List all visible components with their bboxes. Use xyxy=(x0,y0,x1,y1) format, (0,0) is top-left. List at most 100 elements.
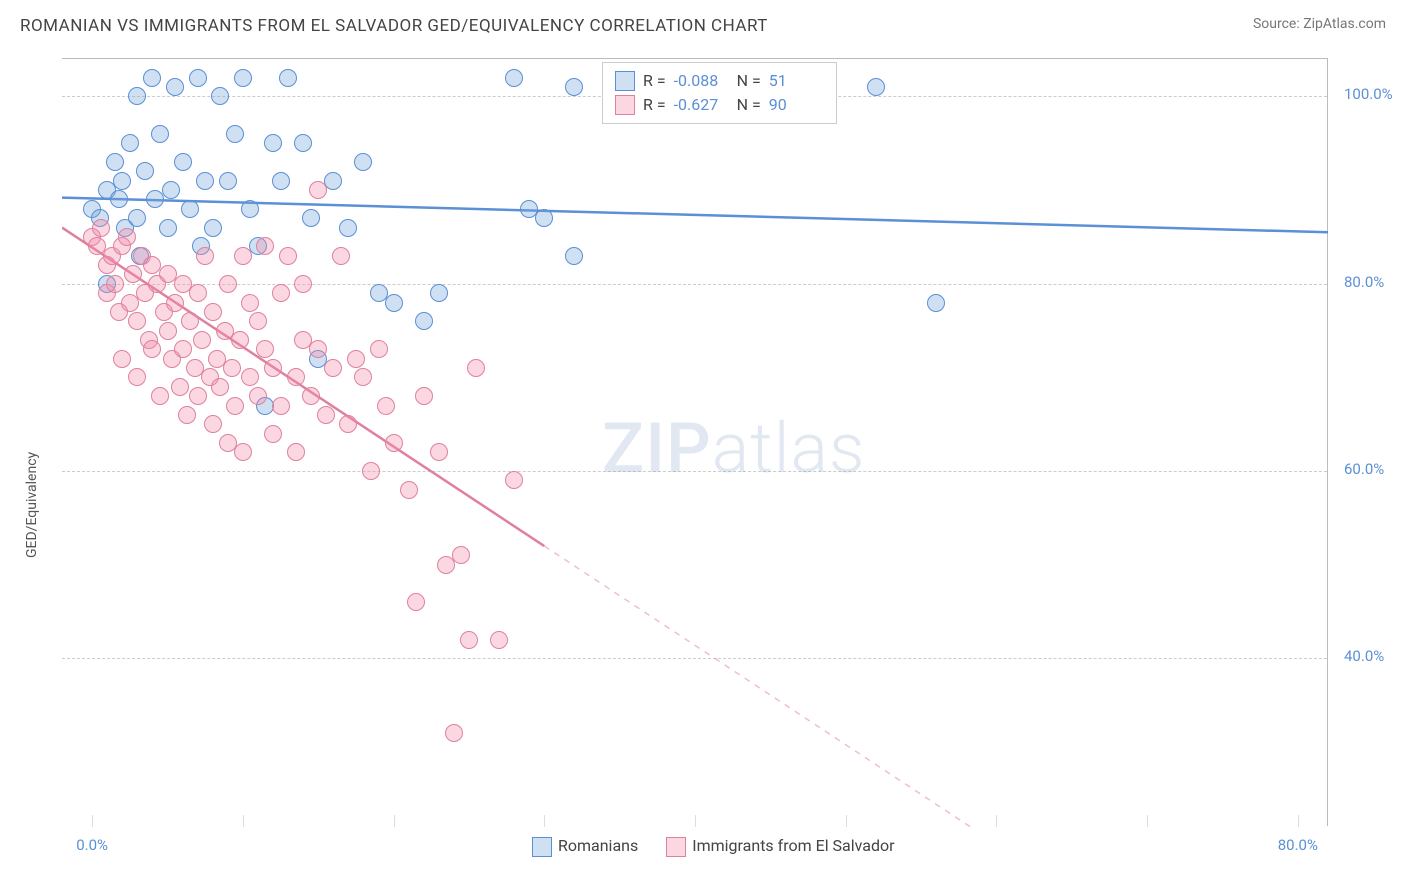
data-point-romanians xyxy=(279,69,297,87)
data-point-romanians xyxy=(204,219,222,237)
tick-v xyxy=(243,815,244,827)
data-point-romanians xyxy=(219,172,237,190)
y-tick-label: 60.0% xyxy=(1344,460,1384,478)
data-point-el_salvador xyxy=(226,397,244,415)
data-point-el_salvador xyxy=(256,340,274,358)
data-point-el_salvador xyxy=(256,237,274,255)
data-point-el_salvador xyxy=(317,406,335,424)
y-tick-label: 40.0% xyxy=(1344,647,1384,665)
data-point-romanians xyxy=(565,78,583,96)
data-point-el_salvador xyxy=(264,425,282,443)
y-axis-label: GED/Equivalency xyxy=(24,452,40,558)
data-point-romanians xyxy=(151,125,169,143)
data-point-el_salvador xyxy=(234,443,252,461)
series-legend: RomaniansImmigrants from El Salvador xyxy=(532,836,895,857)
data-point-el_salvador xyxy=(106,275,124,293)
data-point-romanians xyxy=(136,162,154,180)
legend-swatch xyxy=(615,95,635,115)
data-point-romanians xyxy=(174,153,192,171)
data-point-romanians xyxy=(324,172,342,190)
n-value: 51 xyxy=(769,69,824,93)
legend-row-romanians: R = -0.088 N = 51 xyxy=(615,69,824,93)
data-point-el_salvador xyxy=(151,387,169,405)
data-point-el_salvador xyxy=(171,378,189,396)
data-point-romanians xyxy=(106,153,124,171)
legend-swatch xyxy=(532,837,552,857)
data-point-el_salvador xyxy=(339,415,357,433)
data-point-el_salvador xyxy=(309,181,327,199)
tick-v xyxy=(544,815,545,827)
legend-item-el_salvador: Immigrants from El Salvador xyxy=(666,836,894,857)
trend-lines xyxy=(62,59,1328,827)
data-point-el_salvador xyxy=(452,546,470,564)
r-label: R = xyxy=(643,93,666,117)
data-point-el_salvador xyxy=(460,631,478,649)
tick-v xyxy=(394,815,395,827)
x-tick-label: 80.0% xyxy=(1278,836,1318,854)
data-point-el_salvador xyxy=(272,397,290,415)
data-point-romanians xyxy=(430,284,448,302)
data-point-romanians xyxy=(159,219,177,237)
data-point-romanians xyxy=(535,209,553,227)
data-point-el_salvador xyxy=(430,443,448,461)
data-point-el_salvador xyxy=(178,406,196,424)
data-point-romanians xyxy=(565,247,583,265)
r-label: R = xyxy=(643,69,666,93)
data-point-el_salvador xyxy=(189,387,207,405)
data-point-el_salvador xyxy=(302,387,320,405)
tick-v xyxy=(1147,815,1148,827)
data-point-romanians xyxy=(415,312,433,330)
data-point-el_salvador xyxy=(231,331,249,349)
chart-container: GED/Equivalency ZIPatlas R = -0.088 N = … xyxy=(62,58,1386,836)
data-point-el_salvador xyxy=(241,368,259,386)
data-point-romanians xyxy=(927,294,945,312)
tick-v xyxy=(846,815,847,827)
data-point-el_salvador xyxy=(143,340,161,358)
data-point-romanians xyxy=(302,209,320,227)
data-point-el_salvador xyxy=(196,247,214,265)
data-point-el_salvador xyxy=(189,284,207,302)
gridline-h xyxy=(62,471,1327,472)
data-point-el_salvador xyxy=(287,368,305,386)
data-point-romanians xyxy=(143,69,161,87)
data-point-el_salvador xyxy=(166,294,184,312)
data-point-romanians xyxy=(121,134,139,152)
data-point-romanians xyxy=(166,78,184,96)
data-point-romanians xyxy=(264,134,282,152)
data-point-el_salvador xyxy=(159,322,177,340)
gridline-h xyxy=(62,658,1327,659)
data-point-el_salvador xyxy=(505,471,523,489)
n-label: N = xyxy=(737,69,761,93)
r-value: -0.088 xyxy=(674,69,729,93)
data-point-el_salvador xyxy=(354,368,372,386)
data-point-el_salvador xyxy=(309,340,327,358)
data-point-romanians xyxy=(241,200,259,218)
data-point-romanians xyxy=(211,87,229,105)
n-label: N = xyxy=(737,93,761,117)
data-point-el_salvador xyxy=(219,275,237,293)
r-value: -0.627 xyxy=(674,93,729,117)
n-value: 90 xyxy=(769,93,824,117)
data-point-el_salvador xyxy=(249,387,267,405)
legend-row-el_salvador: R = -0.627 N = 90 xyxy=(615,93,824,117)
tick-v xyxy=(92,815,93,827)
data-point-el_salvador xyxy=(279,247,297,265)
data-point-el_salvador xyxy=(223,359,241,377)
data-point-romanians xyxy=(234,69,252,87)
data-point-el_salvador xyxy=(128,312,146,330)
data-point-el_salvador xyxy=(174,340,192,358)
x-tick-label: 0.0% xyxy=(76,836,108,854)
legend-swatch xyxy=(615,71,635,91)
data-point-el_salvador xyxy=(370,340,388,358)
data-point-romanians xyxy=(189,69,207,87)
data-point-romanians xyxy=(162,181,180,199)
legend-label: Immigrants from El Salvador xyxy=(692,836,894,855)
data-point-el_salvador xyxy=(287,443,305,461)
data-point-romanians xyxy=(294,134,312,152)
gridline-h xyxy=(62,284,1327,285)
data-point-romanians xyxy=(867,78,885,96)
data-point-el_salvador xyxy=(385,434,403,452)
data-point-el_salvador xyxy=(294,275,312,293)
data-point-romanians xyxy=(196,172,214,190)
source-attribution: Source: ZipAtlas.com xyxy=(1253,16,1386,32)
